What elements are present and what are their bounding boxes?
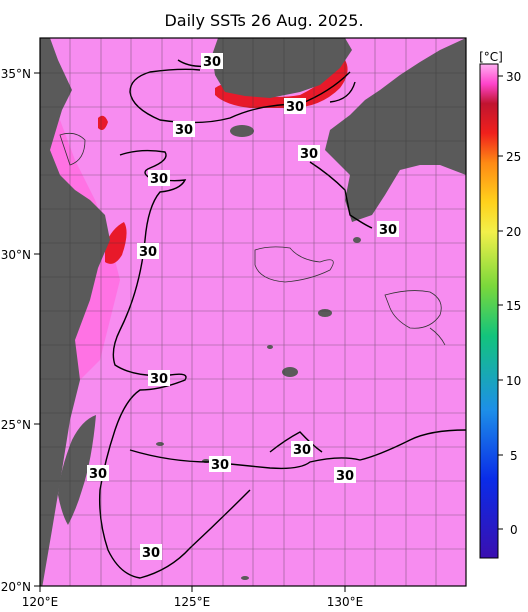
okinawa-island [282, 367, 298, 377]
colorbar-ticks [498, 76, 503, 529]
small-island [267, 345, 273, 349]
lat-label-35: 35°N [1, 67, 31, 81]
lon-label-120: 120°E [22, 595, 59, 609]
tanegashima-island [353, 237, 361, 243]
contour-label: 30 [379, 223, 397, 238]
colorbar-tick-5: 5 [510, 449, 518, 463]
colorbar [480, 64, 498, 558]
colorbar-tick-20: 20 [506, 225, 521, 239]
colorbar-tick-10: 10 [506, 374, 521, 388]
colorbar-tick-25: 25 [506, 150, 521, 164]
contour-label: 30 [150, 372, 168, 387]
contour-label: 30 [293, 443, 311, 458]
contour-label: 30 [150, 172, 168, 187]
contour-label: 30 [139, 245, 157, 260]
contour-label: 30 [286, 100, 304, 115]
lon-label-125: 125°E [174, 595, 211, 609]
contour-label: 30 [211, 458, 229, 473]
contour-label: 30 [175, 123, 193, 138]
contour-label: 30 [203, 55, 221, 70]
small-island [241, 576, 249, 580]
amami-island [318, 309, 332, 317]
small-island [156, 442, 164, 446]
colorbar-tick-0: 0 [510, 523, 518, 537]
contour-label: 30 [300, 147, 318, 162]
colorbar-tick-30: 30 [506, 70, 521, 84]
lat-label-30: 30°N [1, 248, 31, 262]
lon-label-130: 130°E [327, 595, 364, 609]
colorbar-tick-15: 15 [506, 299, 521, 313]
contour-label: 30 [89, 467, 107, 482]
jeju-island [230, 125, 254, 137]
contour-label: 30 [142, 546, 160, 561]
contour-label: 30 [336, 469, 354, 484]
colorbar-unit: [°C] [479, 50, 503, 64]
lat-label-20: 20°N [1, 580, 31, 594]
lat-label-25: 25°N [1, 418, 31, 432]
